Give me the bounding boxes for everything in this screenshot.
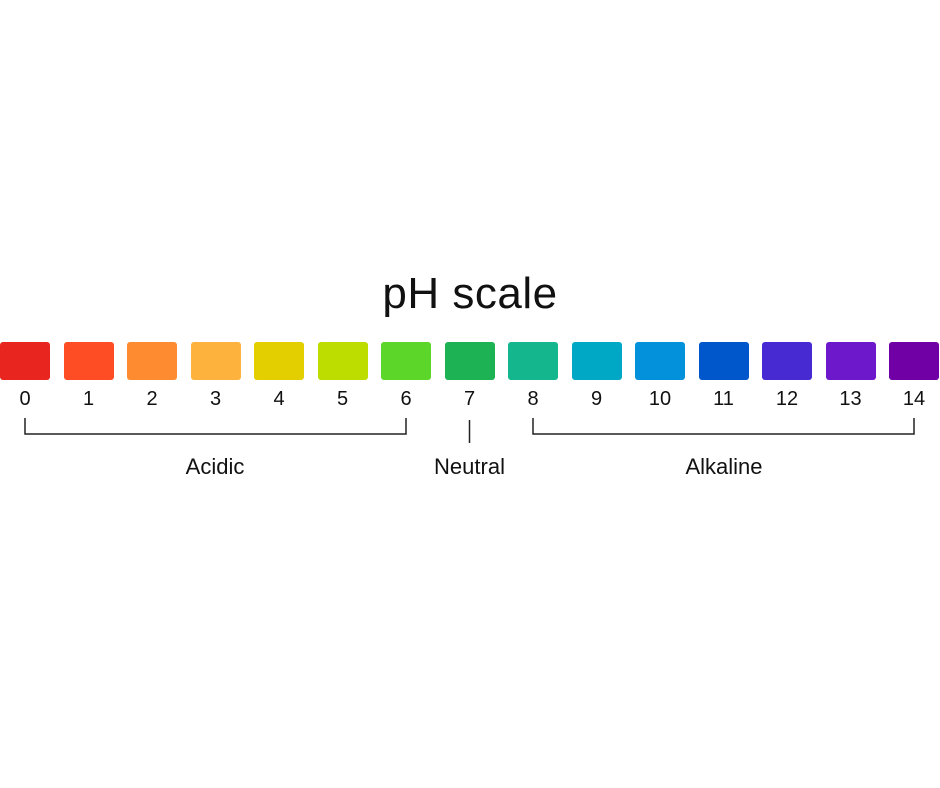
ph-swatch-9 (571, 342, 622, 380)
ph-color-bar (0, 342, 940, 380)
ph-swatch-2 (127, 342, 177, 380)
ph-swatch-4 (254, 342, 304, 380)
ph-swatch-8 (508, 342, 558, 380)
acidic-label: Acidic (185, 454, 245, 479)
ph-value-11: 11 (713, 388, 734, 410)
ph-swatch-13 (825, 342, 876, 380)
ph-value-6: 6 (400, 388, 412, 410)
group-labels: Acidic Neutral Alkaline (0, 452, 940, 482)
ph-swatch-12 (762, 342, 812, 380)
ph-value-14: 14 (902, 388, 926, 410)
ph-value-7: 7 (463, 388, 476, 410)
alkaline-label: Alkaline (685, 454, 763, 479)
ph-value-2: 2 (146, 388, 158, 410)
acidic-bracket (24, 418, 407, 435)
ph-value-8: 8 (527, 388, 539, 410)
ph-value-1: 1 (82, 388, 95, 410)
ph-value-12: 12 (775, 388, 799, 410)
ph-value-0: 0 (19, 388, 31, 410)
ph-value-13: 13 (839, 388, 862, 410)
ph-value-3: 3 (209, 388, 222, 410)
ph-swatch-14 (889, 342, 939, 380)
ph-value-labels: 0 1 2 3 4 5 6 7 8 9 10 11 12 13 14 (0, 386, 940, 412)
ph-value-4: 4 (273, 388, 285, 410)
ph-swatch-3 (190, 342, 241, 380)
ph-swatch-6 (381, 342, 431, 380)
ph-value-10: 10 (648, 388, 672, 410)
group-brackets (24, 418, 915, 443)
ph-swatch-11 (698, 342, 749, 380)
ph-swatch-10 (635, 342, 685, 380)
alkaline-bracket (532, 418, 915, 435)
neutral-label: Neutral (434, 454, 505, 479)
ph-value-5: 5 (336, 388, 349, 410)
page-title: pH scale (382, 269, 558, 318)
ph-swatch-1 (63, 342, 114, 380)
ph-swatch-7 (444, 342, 495, 380)
ph-value-9: 9 (590, 388, 603, 410)
ph-swatch-5 (317, 342, 368, 380)
ph-swatch-0 (0, 342, 50, 380)
